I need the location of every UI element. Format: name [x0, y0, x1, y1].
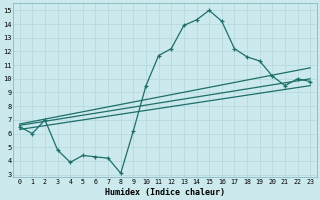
- X-axis label: Humidex (Indice chaleur): Humidex (Indice chaleur): [105, 188, 225, 197]
